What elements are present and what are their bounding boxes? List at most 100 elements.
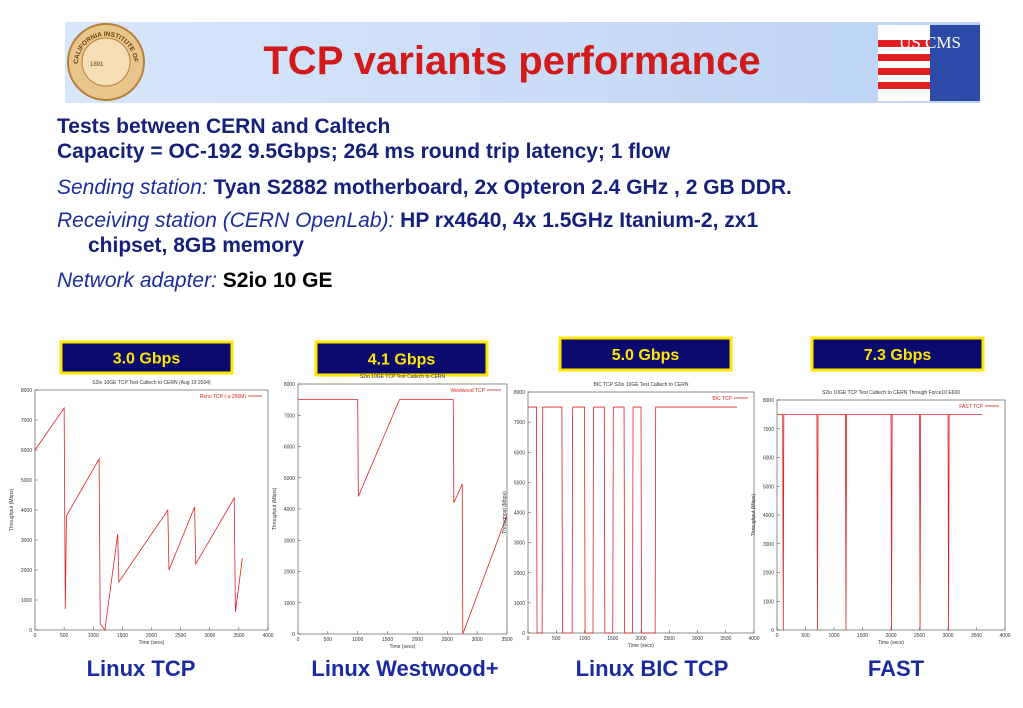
x-tick-label: 4000 <box>262 633 273 639</box>
title: TCP variants performance <box>263 39 760 83</box>
seal-year: 1891 <box>90 62 104 68</box>
x-tick-label: 0 <box>297 637 300 643</box>
x-tick-label: 0 <box>34 633 37 639</box>
y-axis-label: Throughput (Mbps) <box>502 491 508 534</box>
badge-text: 5.0 Gbps <box>612 347 680 364</box>
y-tick-label: 8000 <box>514 390 525 396</box>
x-tick-label: 3500 <box>720 636 731 642</box>
x-tick-label: 3500 <box>971 633 982 639</box>
data-line <box>34 406 243 631</box>
y-tick-label: 1000 <box>763 599 774 605</box>
legend-label: Westwood TCP <box>450 388 485 394</box>
logo-stripe <box>878 68 930 75</box>
right-logo: US CMS <box>878 25 980 101</box>
y-tick-label: 4000 <box>514 511 525 517</box>
text-line: Capacity = OC-192 9.5Gbps; 264 ms round … <box>57 140 671 163</box>
value: HP rx4640, 4x 1.5GHz Itanium-2, zx1 <box>400 209 758 232</box>
y-tick-label: 2000 <box>514 571 525 577</box>
text-line: chipset, 8GB memory <box>88 234 304 257</box>
x-axis-label: Time (secs) <box>390 644 416 650</box>
x-tick-label: 2500 <box>442 637 453 643</box>
label: Sending station: <box>57 176 208 199</box>
x-tick-label: 1500 <box>607 636 618 642</box>
chart-title: S2io 10GE TCP Test Caltech to CERN (Aug … <box>92 380 211 386</box>
y-tick-label: 6000 <box>284 445 295 451</box>
seal-inner <box>81 37 131 87</box>
x-tick-label: 2500 <box>914 633 925 639</box>
y-tick-label: 7000 <box>763 427 774 433</box>
x-tick-label: 1500 <box>117 633 128 639</box>
badge-text: 3.0 Gbps <box>113 351 181 368</box>
badge <box>810 336 985 372</box>
y-tick-label: 7000 <box>284 413 295 419</box>
logo-stripe <box>878 82 930 89</box>
y-tick-label: 0 <box>29 628 32 634</box>
y-tick-label: 0 <box>522 631 525 637</box>
caption: Linux TCP <box>87 656 196 681</box>
x-tick-label: 2000 <box>412 637 423 643</box>
x-tick-label: 1500 <box>382 637 393 643</box>
x-tick-label: 500 <box>324 637 333 643</box>
logo-stripe <box>878 54 930 61</box>
y-tick-label: 8000 <box>21 388 32 394</box>
y-tick-label: 3000 <box>763 542 774 548</box>
legend-label: FAST TCP <box>959 404 983 410</box>
text-line: Tests between CERN and Caltech <box>57 115 390 138</box>
x-tick-label: 2500 <box>175 633 186 639</box>
x-axis-label: Time (secs) <box>628 643 654 649</box>
y-tick-label: 8000 <box>763 398 774 404</box>
x-tick-label: 3500 <box>501 637 512 643</box>
value: S2io 10 GE <box>223 269 333 292</box>
y-tick-label: 2000 <box>21 568 32 574</box>
caption: FAST <box>868 656 925 681</box>
y-tick-label: 1000 <box>514 601 525 607</box>
y-tick-label: 1000 <box>21 598 32 604</box>
x-tick-label: 1000 <box>352 637 363 643</box>
x-tick-label: 500 <box>801 633 810 639</box>
x-tick-label: 3500 <box>233 633 244 639</box>
data-line <box>528 406 738 634</box>
x-axis-label: Time (secs) <box>878 640 904 646</box>
y-tick-label: 6000 <box>514 450 525 456</box>
y-axis-label: Throughput (Mbps) <box>751 493 757 536</box>
label: Network adapter: <box>57 269 217 292</box>
chart: S2io 10GE TCP Test Caltech to CERN 0 500 10… <box>272 374 513 650</box>
y-tick-label: 1000 <box>284 601 295 607</box>
y-tick-label: 5000 <box>514 480 525 486</box>
x-tick-label: 500 <box>60 633 69 639</box>
x-tick-label: 3000 <box>942 633 953 639</box>
header-band <box>65 22 980 103</box>
y-tick-label: 2000 <box>763 571 774 577</box>
text-line: Receiving station (CERN OpenLab): HP rx4… <box>57 209 758 232</box>
x-tick-label: 2500 <box>664 636 675 642</box>
x-tick-label: 1000 <box>828 633 839 639</box>
y-tick-label: 4000 <box>284 507 295 513</box>
badge-text: 4.1 Gbps <box>368 352 436 369</box>
chart: S2io 10GE TCP Test Caltech to CERN Throu… <box>751 390 1011 646</box>
y-tick-label: 7000 <box>21 418 32 424</box>
chart-title: S2io 10GE TCP Test Caltech to CERN <box>360 374 446 380</box>
x-tick-label: 3000 <box>472 637 483 643</box>
y-tick-label: 3000 <box>21 538 32 544</box>
x-tick-label: 2000 <box>885 633 896 639</box>
legend-label: Reno TCP (-u 256M) <box>200 394 247 400</box>
y-tick-label: 5000 <box>21 478 32 484</box>
y-tick-label: 4000 <box>21 508 32 514</box>
chart-title: S2io 10GE TCP Test Caltech to CERN Throu… <box>822 390 960 396</box>
logo-text: US CMS <box>899 33 961 52</box>
x-tick-label: 4000 <box>999 633 1010 639</box>
y-tick-label: 2000 <box>284 570 295 576</box>
value: Tyan S2882 motherboard, 2x Opteron 2.4 G… <box>213 176 791 199</box>
data-line <box>298 399 508 635</box>
x-tick-label: 500 <box>552 636 561 642</box>
text-line: Network adapter: S2io 10 GE <box>57 269 332 292</box>
x-tick-label: 3000 <box>692 636 703 642</box>
x-tick-label: 0 <box>776 633 779 639</box>
chart: BIC TCP S2io 10GE Test Caltech to CERN 0 5… <box>502 382 760 649</box>
badge <box>314 340 489 377</box>
chart-title: BIC TCP S2io 10GE Test Caltech to CERN <box>593 382 688 388</box>
y-tick-label: 6000 <box>21 448 32 454</box>
logo-stripe <box>878 40 930 47</box>
data-line <box>777 413 983 631</box>
